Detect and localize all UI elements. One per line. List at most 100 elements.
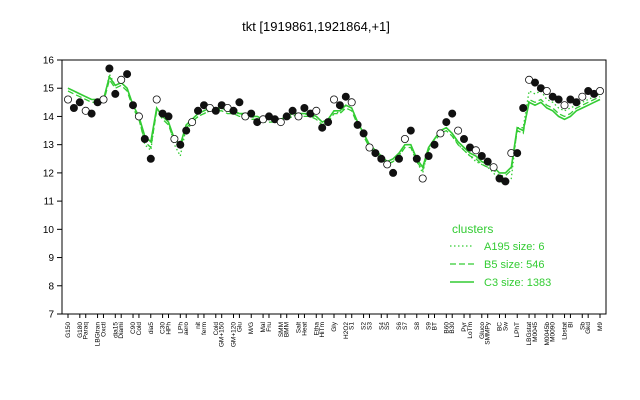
x-tick-label: S4	[378, 322, 385, 330]
data-point	[572, 98, 581, 107]
x-tick-label: Glu	[236, 322, 243, 333]
data-point	[531, 78, 540, 87]
data-point	[111, 89, 120, 98]
data-point	[501, 177, 510, 186]
data-point	[99, 95, 108, 104]
x-tick-label: B60	[443, 322, 450, 334]
x-tick-label: ferm	[201, 322, 208, 335]
data-point	[69, 104, 78, 113]
y-tick-label: 14	[43, 112, 55, 123]
y-tick-label: 16	[43, 56, 55, 67]
data-point	[519, 104, 528, 113]
x-tick-label: Cold	[213, 322, 220, 336]
x-tick-label: Pyr	[461, 321, 468, 332]
data-point	[448, 109, 457, 118]
x-tick-label: Fru	[266, 322, 273, 332]
y-tick-label: 13	[43, 140, 55, 151]
x-tick-label: dia5	[148, 322, 155, 335]
data-point	[329, 95, 338, 104]
data-point	[454, 126, 463, 135]
x-tick-label: LPhT	[514, 322, 521, 338]
x-tick-label: Gluco	[479, 322, 486, 339]
x-tick-label: BMM	[284, 322, 291, 337]
x-tick-label: aero	[183, 322, 190, 335]
data-point	[560, 101, 569, 110]
data-point	[430, 140, 439, 149]
y-axis: 7 8 9 10 11 12 13 14 15 16	[43, 56, 62, 321]
x-tick-label: S7	[402, 322, 409, 330]
x-tick-label: SMMPy	[485, 321, 492, 345]
data-point	[359, 129, 368, 138]
x-tick-label: LoTm	[467, 322, 474, 339]
data-point	[459, 134, 468, 143]
y-tick-label: 8	[48, 281, 54, 292]
x-tick-label: M0090	[550, 322, 557, 342]
data-point	[377, 154, 386, 163]
x-tick-label: Cold	[136, 322, 143, 336]
data-point	[489, 163, 498, 172]
data-point	[288, 106, 297, 115]
x-tick-label: GM+120	[231, 322, 238, 347]
data-point	[554, 95, 563, 104]
x-tick-label: Gly	[331, 321, 338, 332]
x-tick-label: Diami	[118, 322, 125, 339]
data-point	[471, 146, 480, 155]
data-point	[406, 126, 415, 135]
data-point	[335, 101, 344, 110]
x-tick-label: LBGstat	[526, 322, 533, 346]
data-point	[424, 151, 433, 160]
data-point	[347, 98, 356, 107]
data-point	[146, 154, 155, 163]
data-point	[436, 129, 445, 138]
data-point	[140, 134, 149, 143]
data-point	[123, 70, 132, 79]
x-tick-label: Mal	[260, 321, 267, 332]
y-tick-label: 10	[43, 225, 55, 236]
x-tick-label: LPh	[177, 322, 184, 334]
data-point	[412, 154, 421, 163]
x-tick-label: M9	[597, 322, 604, 331]
data-point	[353, 120, 362, 129]
x-tick-label: BT	[432, 322, 439, 330]
data-point	[128, 101, 137, 110]
x-tick-label: Paraq	[83, 322, 90, 340]
x-tick-label: Sw	[502, 322, 509, 331]
x-tick-label: Heat	[301, 322, 308, 336]
plot-area	[61, 59, 607, 315]
y-tick-label: 7	[48, 310, 54, 321]
data-point	[483, 157, 492, 166]
x-tick-label: dia15	[112, 322, 119, 338]
data-point	[365, 143, 374, 152]
x-tick-label: LBGtran	[95, 322, 102, 347]
data-point	[596, 87, 605, 96]
data-point	[64, 95, 73, 104]
x-tick-label: S6	[396, 322, 403, 330]
data-point	[318, 123, 327, 132]
data-point	[400, 134, 409, 143]
x-tick-label: nit	[195, 322, 202, 329]
x-tick-label: C30	[160, 322, 167, 334]
data-point	[513, 149, 522, 158]
data-point	[282, 112, 291, 121]
data-point	[341, 92, 350, 101]
x-tick-label: C90	[130, 322, 137, 334]
x-tick-label: M0045	[532, 322, 539, 342]
x-tick-label: BC	[497, 322, 504, 331]
legend-entry: C3 size: 1383	[484, 277, 551, 289]
x-tick-label: G180	[77, 322, 84, 338]
data-point	[300, 104, 309, 113]
x-tick-label: HPh	[166, 322, 173, 335]
data-point	[75, 98, 84, 107]
x-tick-label: S3	[367, 322, 374, 330]
x-tick-label: S1	[349, 322, 356, 330]
data-point	[188, 118, 197, 127]
data-point	[176, 140, 185, 149]
data-point	[389, 168, 398, 177]
x-tick-label: Sb	[579, 322, 586, 330]
x-tick-label: S5	[384, 322, 391, 330]
data-point	[418, 174, 427, 183]
y-tick-label: 12	[43, 168, 55, 179]
data-point	[394, 154, 403, 163]
